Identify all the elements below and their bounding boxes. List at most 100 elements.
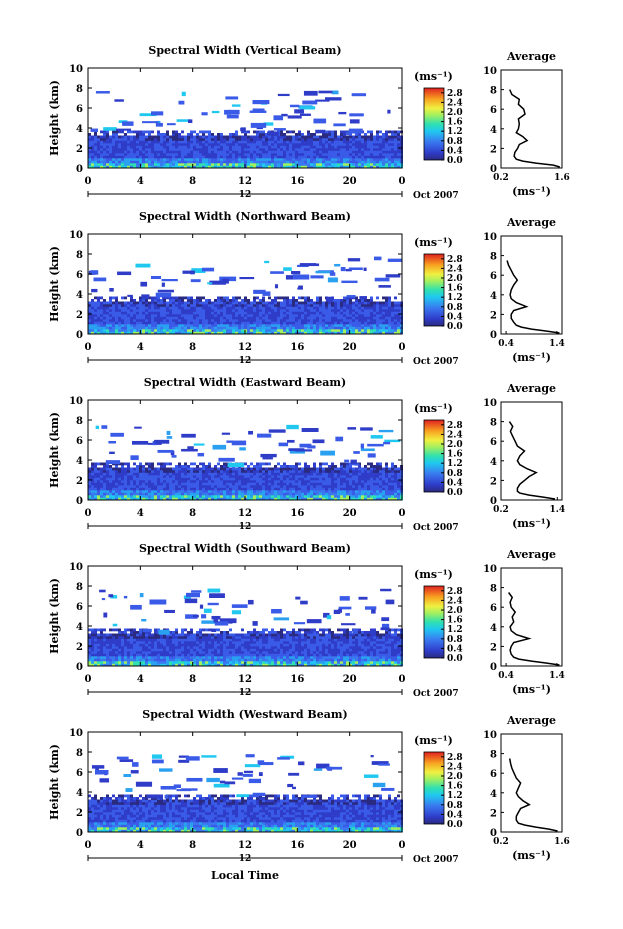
- heatmap-cell: [157, 487, 160, 491]
- heatmap-cell: [274, 467, 277, 471]
- x-tick-label: 12: [238, 508, 252, 519]
- heatmap-cell: [295, 153, 298, 156]
- heatmap-cell: [298, 472, 301, 476]
- heatmap-cell: [187, 482, 190, 486]
- heatmap-cell: [328, 326, 331, 330]
- heatmap-cell: [145, 470, 148, 473]
- heatmap-cell: [148, 309, 151, 312]
- heatmap-cell: [334, 485, 337, 488]
- heatmap-cell: [340, 319, 343, 322]
- heatmap-cell: [253, 316, 256, 320]
- heatmap-cell: [364, 299, 367, 302]
- heatmap-cell: [391, 163, 394, 166]
- heatmap-cell: [88, 331, 91, 335]
- heatmap-cell: [346, 309, 349, 312]
- heatmap-cell: [289, 104, 300, 108]
- heatmap-cell: [208, 480, 211, 483]
- heatmap-cell: [208, 299, 211, 302]
- heatmap-cell: [307, 470, 310, 473]
- heatmap-cell: [124, 296, 127, 300]
- heatmap-cell: [196, 138, 199, 141]
- heatmap-cell: [202, 321, 205, 325]
- heatmap-cell: [205, 148, 208, 151]
- heatmap-cell: [370, 490, 373, 493]
- heatmap-cell: [388, 130, 391, 134]
- heatmap-cell: [298, 316, 301, 320]
- heatmap-cell: [247, 324, 250, 327]
- average-y-tick-label: 2: [490, 476, 497, 487]
- heatmap-cell: [316, 470, 319, 473]
- heatmap-cell: [145, 492, 148, 496]
- heatmap-cell: [88, 470, 91, 473]
- heatmap-cell: [127, 472, 130, 476]
- heatmap-cell: [253, 150, 256, 154]
- heatmap-cell: [364, 485, 367, 488]
- heatmap-cell: [202, 490, 205, 493]
- heatmap-cell: [142, 324, 145, 327]
- heatmap-cell: [280, 135, 283, 139]
- date-mid-label: 12: [239, 522, 252, 532]
- heatmap-cell: [166, 490, 169, 493]
- heatmap-cell: [106, 321, 109, 325]
- heatmap-cell: [90, 270, 99, 275]
- heatmap-cell: [214, 301, 217, 305]
- heatmap-cell: [378, 429, 394, 433]
- heatmap-cell: [379, 135, 382, 139]
- heatmap-cell: [94, 656, 97, 659]
- heatmap-cell: [322, 145, 325, 149]
- heatmap-cell: [127, 158, 130, 161]
- heatmap-cell: [94, 480, 97, 483]
- heatmap-cell: [247, 316, 250, 320]
- heatmap-cell: [151, 163, 154, 166]
- heatmap-cell: [142, 497, 145, 501]
- heatmap-cell: [163, 319, 166, 322]
- heatmap-cell: [154, 153, 157, 156]
- heatmap-cell: [334, 314, 337, 317]
- heatmap-cell: [178, 311, 181, 315]
- heatmap-cell: [124, 326, 127, 330]
- heatmap-cell: [277, 485, 280, 488]
- heatmap-cell: [190, 163, 193, 166]
- heatmap-cell: [139, 492, 142, 496]
- heatmap-cell: [277, 477, 280, 481]
- heatmap-cell: [292, 311, 295, 315]
- heatmap-cell: [379, 158, 382, 161]
- heatmap-cell: [184, 316, 187, 320]
- heatmap-cell: [334, 140, 337, 144]
- heatmap-cell: [91, 470, 94, 473]
- heatmap-cell: [184, 138, 187, 141]
- heatmap-cell: [133, 482, 136, 486]
- heatmap-cell: [361, 165, 364, 169]
- heatmap-cell: [256, 135, 259, 139]
- heatmap-cell: [280, 309, 283, 312]
- heatmap-cell: [166, 480, 169, 483]
- heatmap-cell: [301, 311, 304, 315]
- heatmap-cell: [307, 475, 310, 478]
- heatmap-cell: [217, 321, 220, 325]
- heatmap-cell: [274, 477, 277, 481]
- heatmap-cell: [349, 321, 352, 325]
- heatmap-cell: [289, 163, 292, 166]
- heatmap-cell: [94, 329, 97, 332]
- heatmap-cell: [121, 150, 124, 154]
- heatmap-cell: [277, 329, 280, 332]
- heatmap-cell: [397, 329, 400, 332]
- heatmap-cell: [157, 306, 160, 310]
- heatmap-cell: [244, 326, 247, 330]
- heatmap-cell: [148, 470, 151, 473]
- heatmap-cell: [94, 636, 97, 639]
- heatmap-cell: [112, 155, 115, 159]
- heatmap-cell: [127, 316, 130, 320]
- heatmap-cell: [385, 148, 388, 151]
- heatmap-cell: [277, 462, 280, 466]
- heatmap-cell: [262, 140, 265, 144]
- heatmap-cell: [334, 490, 337, 493]
- heatmap-cell: [155, 292, 172, 298]
- heatmap-cell: [127, 329, 130, 332]
- heatmap-cell: [235, 153, 238, 156]
- heatmap-cell: [145, 306, 148, 310]
- heatmap-cell: [202, 495, 205, 498]
- heatmap-cell: [130, 326, 133, 330]
- heatmap-cell: [190, 135, 193, 139]
- heatmap-cell: [208, 138, 211, 141]
